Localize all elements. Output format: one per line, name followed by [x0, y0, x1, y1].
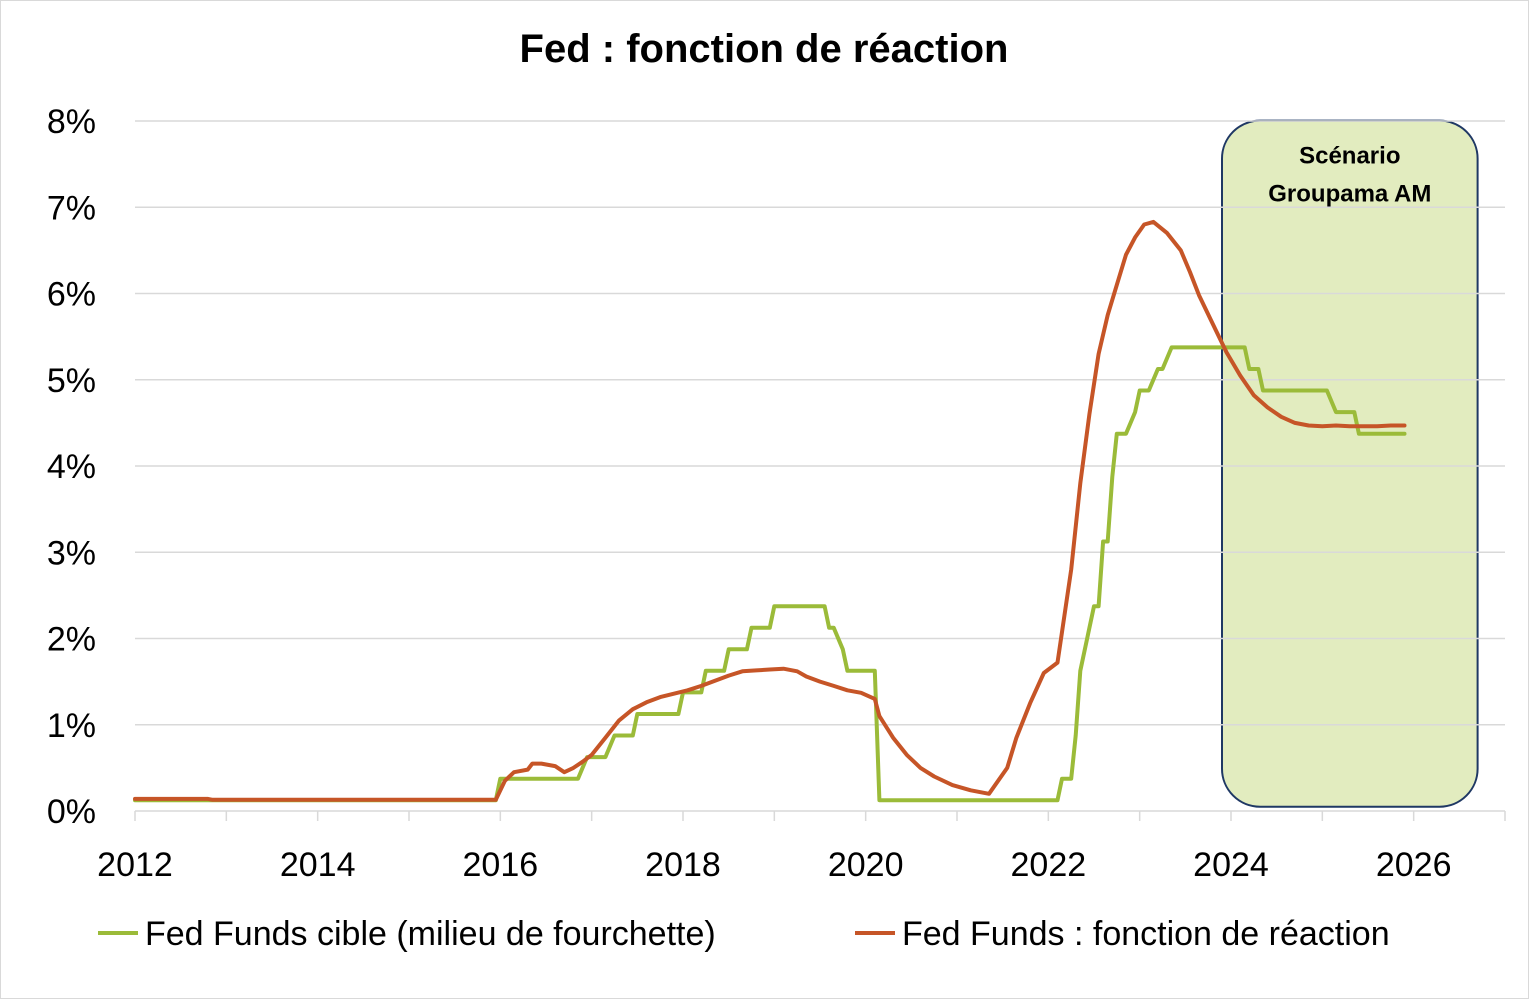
x-tick-label: 2018: [645, 846, 721, 884]
axes: 2012 2014 2016 2018 2020 2022 2024 2026: [97, 810, 1506, 884]
series-layer: [133, 219, 1407, 803]
x-tick-label: 2014: [280, 846, 356, 884]
y-tick-label: 8%: [47, 103, 96, 141]
x-tick-label: 2022: [1011, 846, 1087, 884]
legend-label-target-rate: Fed Funds cible (milieu de fourchette): [145, 915, 716, 953]
y-tick-label: 3%: [47, 534, 96, 572]
y-tick-label: 7%: [47, 189, 96, 227]
scenario-label-line-2: Groupama AM: [1268, 181, 1431, 208]
x-tick-label: 2016: [463, 846, 539, 884]
x-tick-label: 2012: [97, 846, 173, 884]
y-tick-label: 0%: [47, 793, 96, 831]
series-line-reaction-function: [133, 219, 1407, 802]
x-tick-label: 2026: [1376, 846, 1452, 884]
series-line-target-rate: [133, 345, 1407, 803]
y-tick-label: 1%: [47, 707, 96, 745]
y-tick-label: 2%: [47, 621, 96, 659]
scenario-box: [1221, 119, 1479, 808]
y-tick-label: 5%: [47, 362, 96, 400]
legend: Fed Funds cible (milieu de fourchette) F…: [98, 915, 1390, 953]
x-tick-label: 2020: [828, 846, 904, 884]
x-tick-label: 2024: [1193, 846, 1269, 884]
y-tick-label: 6%: [47, 276, 96, 314]
scenario-annotation: Scénario Groupama AM: [1221, 119, 1479, 808]
y-tick-label: 4%: [47, 448, 96, 486]
scenario-label-line-1: Scénario: [1299, 143, 1400, 170]
gridlines: 0% 1% 2% 3% 4% 5% 6% 7% 8%: [47, 103, 1505, 831]
legend-label-reaction-function: Fed Funds : fonction de réaction: [902, 915, 1390, 953]
chart-title: Fed : fonction de réaction: [520, 27, 1009, 71]
